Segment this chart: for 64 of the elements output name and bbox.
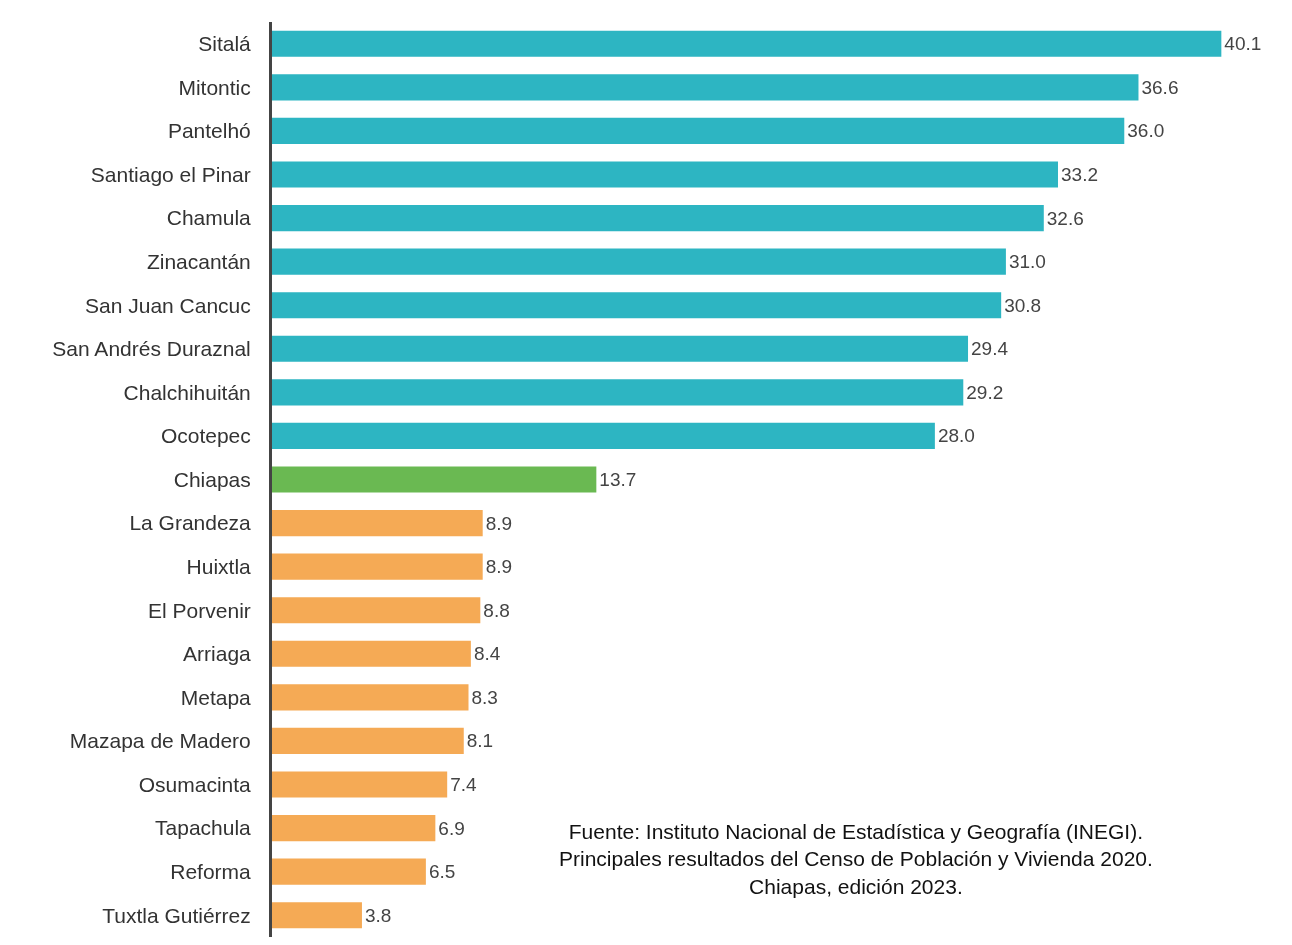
annotation: Fuente: Instituto Nacional de Estadística y Geografía (INEGI). Principales resultados del Censo de Población y Vivienda 2020. Chiapas, edición 2023. [559, 820, 1153, 898]
y-tick-label: Tuxtla Gutiérrez [102, 903, 251, 927]
bar [272, 205, 1044, 232]
data-label: 8.9 [485, 512, 513, 534]
data-label: 7.4 [450, 774, 478, 795]
bar [272, 553, 483, 580]
bar [272, 727, 464, 754]
data-label: 29.4 [971, 338, 1009, 360]
y-tick-label: San Andrés Duraznal [52, 337, 251, 361]
y-tick-label: Santiago el Pinar [90, 162, 251, 186]
data-label: 36.0 [1127, 120, 1165, 142]
y-tick-label: Mitontic [178, 75, 251, 99]
data-label: 13.7 [599, 469, 637, 490]
data-label: 8.4 [473, 643, 501, 665]
y-tick-label: Chalchihuitán [123, 380, 251, 404]
bar [272, 597, 481, 624]
y-tick-label: Ocotepec [160, 424, 251, 448]
data-label: 8.8 [483, 599, 510, 621]
bar [272, 815, 436, 842]
y-tick-label: Mazapa de Madero [69, 729, 251, 753]
y-tick-label: Pantelhó [167, 119, 251, 143]
y-tick-label: El Porvenir [148, 598, 251, 622]
bar [272, 466, 597, 493]
data-label: 32.6 [1046, 207, 1084, 229]
data-label: 6.9 [438, 817, 465, 839]
data-label: 30.8 [1004, 294, 1042, 316]
data-label: 40.1 [1224, 33, 1262, 55]
bar [272, 640, 471, 667]
bar [272, 771, 448, 798]
y-tick-label: San Juan Cancuc [85, 293, 251, 317]
bar [272, 510, 483, 537]
bar [272, 248, 1006, 275]
data-label: 31.0 [1008, 251, 1046, 273]
bar [272, 74, 1139, 101]
data-label: 6.5 [428, 861, 456, 883]
bar [272, 379, 964, 406]
data-label: 33.2 [1060, 164, 1098, 185]
bar [272, 858, 426, 885]
data-label: 36.6 [1141, 76, 1179, 98]
bar [272, 117, 1125, 144]
y-tick-label: Osumacinta [138, 772, 252, 796]
y-tick-label: La Grandeza [129, 511, 252, 535]
bar [272, 684, 469, 711]
bar [272, 292, 1002, 319]
data-label: 29.2 [966, 381, 1004, 403]
y-tick-label: Zinacantán [146, 249, 251, 273]
data-label: 3.8 [364, 904, 392, 926]
y-tick-label: Sitalá [198, 32, 252, 56]
data-label: 8.9 [485, 556, 513, 578]
y-tick-label: Chamula [166, 206, 252, 230]
data-label: 28.0 [937, 425, 975, 447]
y-tick-label: Reforma [170, 859, 252, 883]
y-tick-label: Huixtla [186, 554, 252, 578]
data-label: 8.3 [471, 686, 498, 708]
y-tick-label: Metapa [180, 685, 252, 709]
y-tick-label: Tapachula [155, 816, 252, 840]
bar [272, 161, 1058, 188]
y-tick-label: Chiapas [173, 467, 251, 491]
bar [272, 30, 1222, 57]
bar [272, 335, 969, 362]
data-label: 8.1 [466, 730, 494, 752]
y-tick-label: Arriaga [183, 642, 252, 666]
bar [272, 902, 362, 929]
bar [272, 422, 935, 449]
